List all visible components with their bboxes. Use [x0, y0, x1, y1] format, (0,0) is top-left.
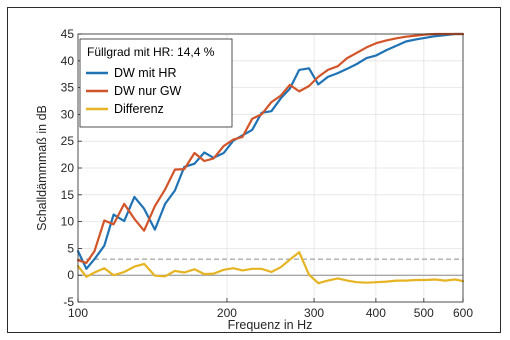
y-tick-labels: -5 0 5 10 15 20 25 30 35 40 45 — [61, 27, 82, 309]
y-tick-label-1: 0 — [67, 268, 74, 282]
legend-box — [79, 38, 233, 128]
x-tick-label-3: 400 — [366, 306, 386, 320]
y-tick-label-0: -5 — [63, 295, 74, 309]
y-axis-label: Schalldämmmaß in dB — [35, 105, 49, 231]
y-tick-label-4: 15 — [61, 188, 75, 202]
legend-label-dw-mit-hr: DW mit HR — [114, 66, 177, 80]
y-tick-label-5: 20 — [61, 161, 75, 175]
legend-label-dw-nur-gw: DW nur GW — [114, 84, 182, 98]
x-tick-label-4: 500 — [414, 306, 434, 320]
x-tick-labels: 100 200 300 400 500 600 — [68, 298, 473, 320]
legend-label-differenz: Differenz — [114, 102, 164, 116]
figure-frame: -5 0 5 10 15 20 25 30 35 40 45 100 200 300 400 500 600 … — [7, 7, 501, 333]
legend-title: Füllgrad mit HR: 14,4 % — [87, 45, 215, 59]
legend: Füllgrad mit HR: 14,4 % DW mit HR DW nur… — [79, 38, 233, 128]
y-tick-label-3: 10 — [61, 215, 75, 229]
y-tick-label-2: 5 — [67, 241, 74, 255]
y-tick-label-7: 30 — [61, 107, 75, 121]
y-tick-label-9: 40 — [61, 54, 75, 68]
x-tick-label-1: 200 — [217, 306, 237, 320]
x-tick-label-0: 100 — [68, 306, 88, 320]
y-tick-label-10: 45 — [61, 27, 75, 41]
series-line-differenz — [76, 251, 465, 285]
x-tick-label-2: 300 — [304, 306, 324, 320]
series-line-dw-nur-gw — [76, 32, 465, 264]
series-group — [76, 32, 465, 285]
series-line-dw-mit-hr — [76, 32, 465, 270]
x-tick-label-5: 600 — [453, 306, 473, 320]
reference-lines — [78, 258, 463, 276]
y-tick-label-6: 25 — [61, 134, 75, 148]
x-axis-label: Frequenz in Hz — [228, 318, 313, 332]
y-tick-label-8: 35 — [61, 81, 75, 95]
